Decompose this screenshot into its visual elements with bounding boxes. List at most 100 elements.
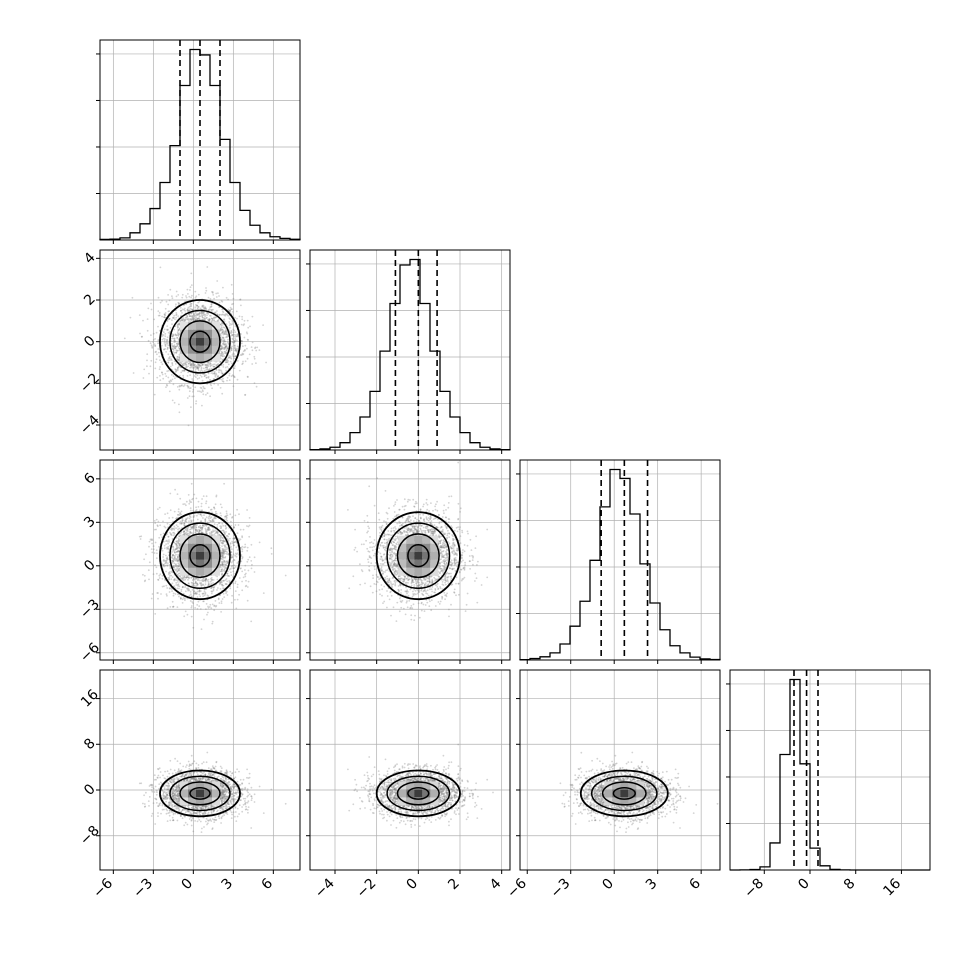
scatter-point	[190, 593, 192, 596]
scatter-point	[212, 589, 215, 592]
scatter-point	[222, 340, 225, 343]
scatter-point	[202, 580, 205, 583]
scatter-point	[212, 582, 215, 584]
scatter-point	[219, 566, 222, 569]
scatter-point	[216, 523, 219, 526]
scatter-point	[176, 545, 179, 547]
scatter-point	[166, 562, 169, 564]
scatter-point	[216, 578, 219, 581]
scatter-point	[195, 585, 198, 587]
scatter-point	[270, 547, 273, 550]
scatter-point	[226, 333, 229, 336]
scatter-point	[177, 359, 180, 361]
scatter-point	[220, 338, 223, 340]
scatter-point	[175, 370, 178, 373]
scatter-point	[173, 337, 176, 340]
scatter-point	[236, 349, 239, 352]
scatter-point	[188, 319, 190, 322]
scatter-point	[189, 315, 191, 317]
scatter-point	[209, 577, 212, 580]
scatter-point	[176, 606, 179, 608]
scatter-point	[220, 357, 222, 360]
scatter-point	[204, 579, 207, 582]
scatter-point	[251, 563, 253, 566]
scatter-point	[184, 319, 186, 321]
scatter-point	[168, 381, 171, 384]
scatter-point	[211, 578, 213, 581]
scatter-point	[148, 372, 150, 375]
scatter-point	[244, 344, 247, 347]
scatter-point	[186, 315, 189, 318]
scatter-point	[210, 309, 213, 311]
scatter-point	[221, 372, 224, 375]
scatter-point	[213, 586, 215, 589]
scatter-point	[166, 556, 169, 559]
scatter-point	[223, 338, 226, 341]
scatter-point	[194, 370, 197, 373]
scatter-point	[194, 306, 197, 309]
scatter-point	[185, 533, 188, 536]
scatter-point	[175, 350, 178, 353]
scatter-point	[163, 316, 166, 318]
scatter-point	[172, 560, 175, 562]
scatter-point	[180, 597, 182, 600]
scatter-point	[209, 306, 212, 309]
scatter-point	[208, 514, 211, 517]
scatter-point	[223, 565, 226, 568]
scatter-point	[211, 309, 213, 311]
scatter-point	[201, 364, 204, 366]
scatter-point	[176, 345, 179, 347]
scatter-point	[200, 366, 203, 369]
scatter-point	[231, 542, 234, 545]
scatter-point	[194, 581, 197, 584]
scatter-point	[184, 597, 186, 600]
scatter-point	[183, 320, 185, 322]
scatter-point	[207, 377, 210, 379]
scatter-point	[232, 570, 235, 573]
scatter-point	[222, 314, 225, 316]
scatter-point	[205, 316, 208, 319]
scatter-point	[174, 318, 176, 321]
scatter-point	[210, 508, 213, 511]
scatter-point	[219, 503, 222, 506]
scatter-point	[138, 535, 141, 538]
density-cell	[212, 353, 220, 362]
scatter-point	[151, 345, 154, 348]
scatter-point	[210, 372, 213, 374]
scatter-point	[184, 361, 187, 364]
scatter-point	[161, 363, 164, 366]
scatter-point	[223, 348, 225, 351]
scatter-point	[176, 356, 179, 358]
scatter-point	[187, 532, 189, 535]
scatter-point	[174, 564, 177, 567]
scatter-point	[196, 366, 199, 368]
scatter-point	[176, 540, 179, 542]
scatter-point	[154, 613, 157, 615]
scatter-point	[197, 368, 200, 371]
scatter-point	[191, 378, 194, 380]
scatter-point	[193, 526, 196, 528]
scatter-point	[192, 379, 195, 382]
scatter-point	[234, 349, 237, 352]
scatter-point	[221, 358, 224, 361]
scatter-point	[173, 344, 176, 347]
scatter-point	[169, 359, 171, 361]
scatter-point	[210, 310, 213, 313]
scatter-point	[194, 365, 196, 368]
scatter-point	[169, 288, 172, 291]
scatter-point	[167, 310, 170, 313]
scatter-point	[166, 347, 169, 350]
scatter-point	[208, 318, 211, 321]
scatter-point	[170, 380, 173, 382]
scatter-panel-3-1	[96, 459, 301, 664]
contour-3	[169, 309, 231, 374]
scatter-point	[158, 545, 160, 548]
scatter-point	[174, 555, 176, 557]
scatter-point	[236, 334, 239, 337]
scatter-point	[225, 369, 228, 372]
scatter-point	[220, 345, 222, 347]
scatter-point	[197, 367, 200, 370]
scatter-point	[166, 533, 168, 536]
scatter-point	[212, 372, 214, 375]
scatter-point	[207, 517, 210, 520]
